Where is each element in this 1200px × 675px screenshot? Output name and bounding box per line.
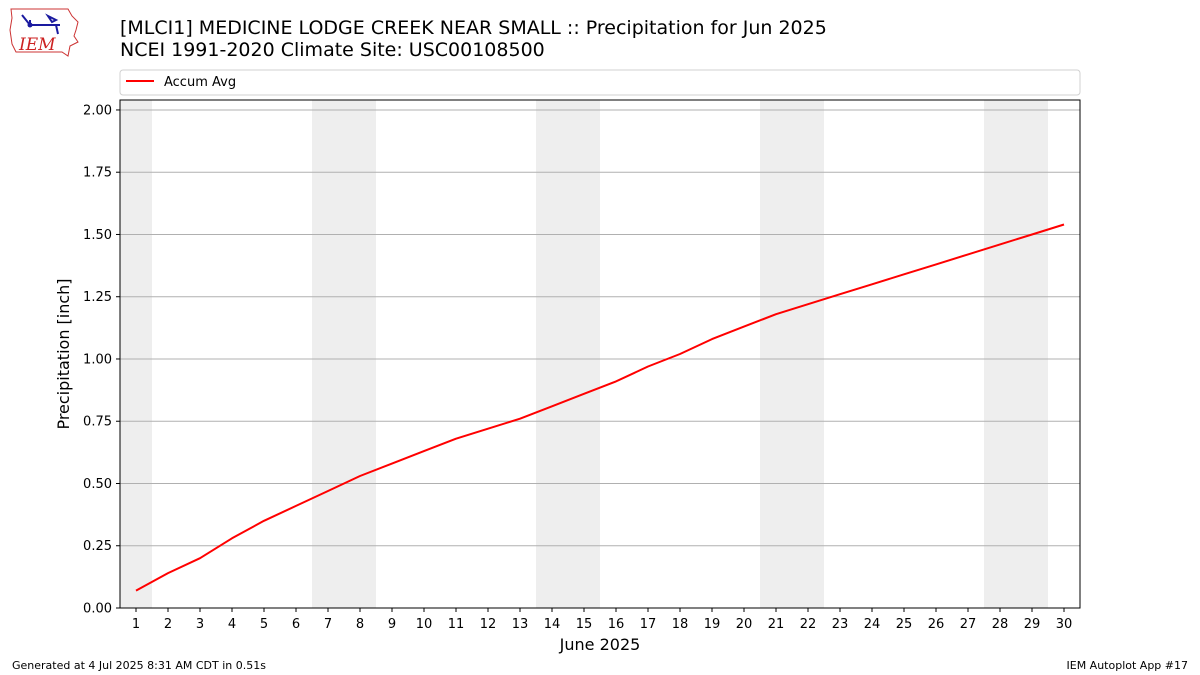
app-id: IEM Autoplot App #17 [1066,659,1189,672]
weekend-band-5 [984,100,1048,608]
x-tick-label: 17 [640,617,657,632]
y-tick-label: 0.00 [83,602,112,617]
y-tick-label: 0.75 [83,415,112,430]
x-tick-label: 13 [512,617,529,632]
x-tick-label: 15 [576,617,593,632]
weekend-band-4 [760,100,824,608]
x-tick-label: 23 [832,617,849,632]
y-axis-label: Precipitation [inch] [54,278,73,429]
y-tick-label: 1.25 [83,290,112,305]
x-tick-label: 29 [1024,617,1041,632]
y-tick-label: 0.50 [83,477,112,492]
x-axis: 1 2 3 4 5 6 7 8 9 10 11 12 13 14 15 16 17 18 19 20 21 22 23 24 2… [132,608,1072,632]
y-tick-label: 1.00 [83,352,112,367]
x-tick-label: 20 [736,617,753,632]
x-tick-label: 4 [228,617,236,632]
y-tick-label: 0.25 [83,539,112,554]
x-tick-label: 1 [132,617,140,632]
iowa-outline-icon [9,8,79,57]
x-tick-label: 24 [864,617,881,632]
x-tick-label: 14 [544,617,561,632]
legend-box [119,69,1081,96]
y-tick-label: 1.50 [83,228,112,243]
x-tick-label: 21 [768,617,785,632]
x-tick-label: 27 [960,617,977,632]
y-tick-label: 2.00 [83,103,112,118]
chart-subtitle: NCEI 1991-2020 Climate Site: USC00108500 [120,39,545,61]
x-tick-label: 22 [800,617,817,632]
x-tick-label: 25 [896,617,913,632]
chart-title: [MLCI1] MEDICINE LODGE CREEK NEAR SMALL … [120,17,827,39]
y-tick-label: 1.75 [83,166,112,181]
x-tick-label: 26 [928,617,945,632]
weekend-shading [120,100,1048,608]
x-axis-label: June 2025 [559,635,641,654]
series-line-accum-avg [135,223,1065,592]
x-tick-label: 11 [448,617,465,632]
weekend-band-3 [536,100,600,608]
x-tick-label: 2 [164,617,172,632]
logo-text: IEM [18,35,56,55]
x-tick-label: 28 [992,617,1009,632]
x-tick-label: 19 [704,617,721,632]
series-layer [135,223,1065,592]
x-tick-label: 10 [416,617,433,632]
x-tick-label: 7 [324,617,332,632]
x-tick-label: 18 [672,617,689,632]
legend-label-accum-avg: Accum Avg [164,75,236,90]
x-tick-label: 6 [292,617,300,632]
x-tick-label: 12 [480,617,497,632]
weekend-band-2 [312,100,376,608]
y-axis: 0.00 0.25 0.50 0.75 1.00 1.25 1.50 1.75 2.00 [83,103,120,617]
legend: Accum Avg [119,69,1081,96]
x-tick-label: 16 [608,617,625,632]
x-tick-label: 30 [1056,617,1073,632]
weekend-band-1 [120,100,152,608]
x-tick-label: 3 [196,617,204,632]
x-tick-label: 5 [260,617,268,632]
generated-timestamp: Generated at 4 Jul 2025 8:31 AM CDT in 0… [12,659,266,672]
iem-logo: IEM [9,8,79,57]
plot-frame [119,99,1081,609]
x-tick-label: 8 [356,617,364,632]
x-tick-label: 9 [388,617,396,632]
